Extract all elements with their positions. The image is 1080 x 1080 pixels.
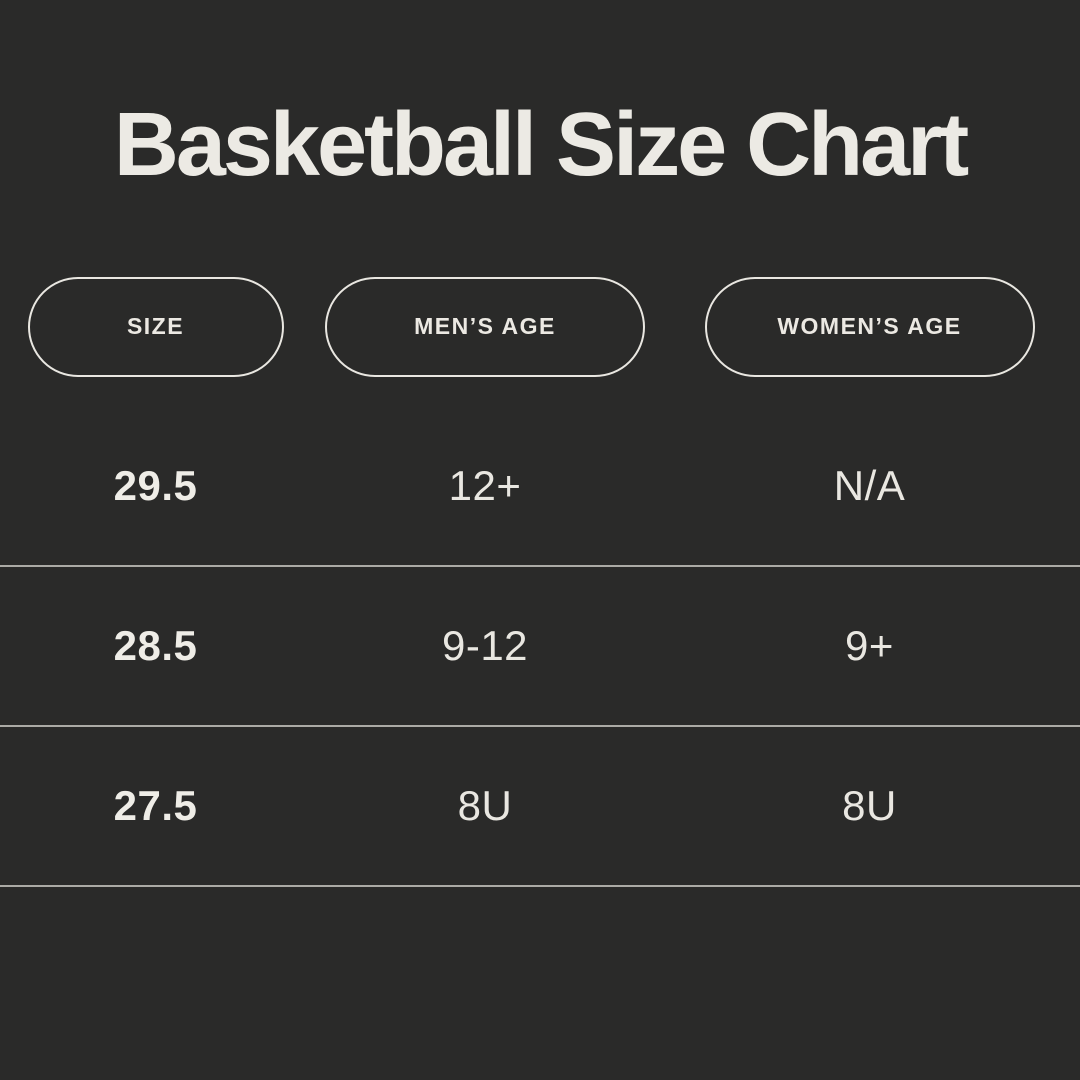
page-title: Basketball Size Chart xyxy=(113,95,969,195)
cell-size: 28.5 xyxy=(113,621,198,669)
cell-mens-age: 9-12 xyxy=(441,621,529,669)
cell-mens-age: 8U xyxy=(457,781,513,829)
column-header-size: SIZE xyxy=(27,276,284,377)
table-body: 29.5 12+ N/A 28.5 9-12 9+ 27.5 8U 8U xyxy=(0,407,1080,887)
cell-womens-age: N/A xyxy=(833,461,906,509)
column-header-womens-age: WOMEN’S AGE xyxy=(704,276,1035,377)
cell-womens-age: 9+ xyxy=(845,621,894,669)
column-header-mens-age-label: MEN’S AGE xyxy=(414,313,556,339)
cell-mens-age: 12+ xyxy=(448,461,522,509)
table-row: 28.5 9-12 9+ xyxy=(0,567,1080,727)
cell-womens-age: 8U xyxy=(842,781,897,829)
column-header-womens-age-label: WOMEN’S AGE xyxy=(777,313,962,339)
column-header-mens-age: MEN’S AGE xyxy=(325,276,645,377)
table-header: SIZE MEN’S AGE WOMEN’S AGE xyxy=(0,276,1080,377)
column-header-size-label: SIZE xyxy=(126,313,185,339)
table-row: 27.5 8U 8U xyxy=(0,727,1080,887)
table-row: 29.5 12+ N/A xyxy=(0,407,1080,567)
cell-size: 27.5 xyxy=(113,781,198,829)
cell-size: 29.5 xyxy=(113,461,198,509)
